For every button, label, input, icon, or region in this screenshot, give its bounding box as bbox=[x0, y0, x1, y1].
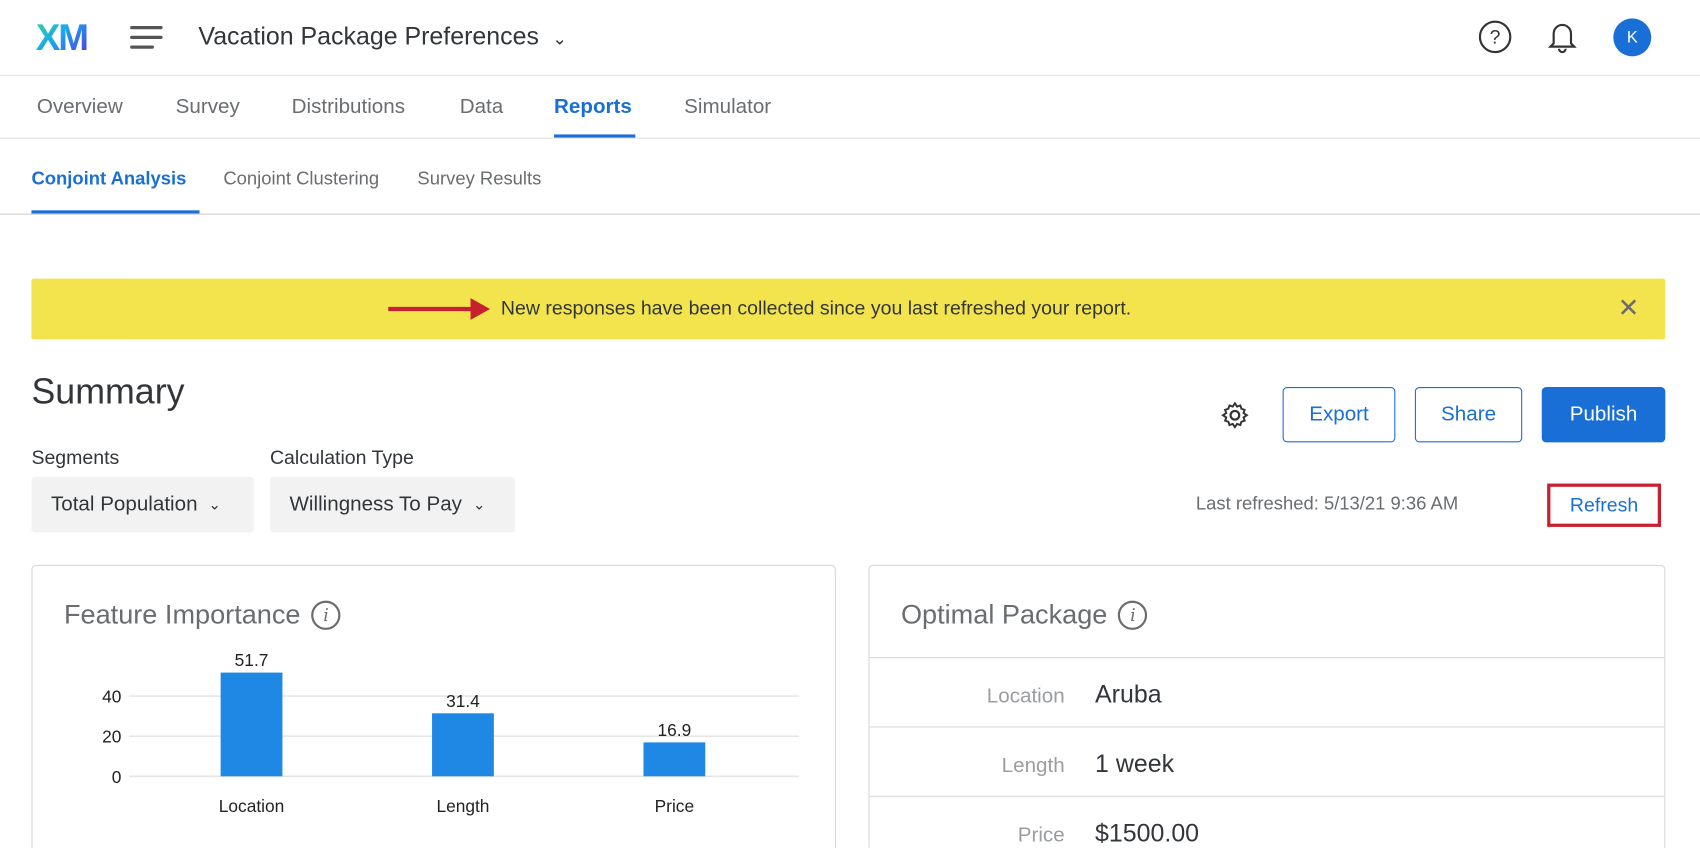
tab-survey[interactable]: Survey bbox=[175, 95, 240, 119]
xm-logo[interactable]: XM bbox=[35, 17, 89, 59]
tab-overview[interactable]: Overview bbox=[36, 95, 123, 119]
x-tick-label: Location bbox=[219, 796, 285, 816]
project-title: Vacation Package Preferences bbox=[198, 21, 539, 50]
tab-distributions[interactable]: Distributions bbox=[291, 95, 405, 119]
y-tick-label: 40 bbox=[102, 687, 121, 707]
divider bbox=[0, 74, 1700, 76]
optimal-package-title: Optimal Package bbox=[900, 599, 1108, 630]
tab-simulator[interactable]: Simulator bbox=[684, 95, 772, 119]
tab-data[interactable]: Data bbox=[459, 95, 504, 119]
avatar[interactable]: K bbox=[1613, 18, 1652, 57]
row-label: Location bbox=[986, 685, 1065, 708]
last-refreshed-text: Last refreshed: 5/13/21 9:36 AM bbox=[1195, 493, 1459, 514]
menu-icon[interactable] bbox=[130, 26, 163, 50]
gear-icon[interactable] bbox=[1221, 401, 1249, 429]
close-icon[interactable]: ✕ bbox=[1617, 293, 1640, 324]
help-icon[interactable]: ? bbox=[1478, 20, 1512, 54]
calculation-type-dropdown[interactable]: Willingness To Pay ⌄ bbox=[269, 477, 515, 533]
chevron-down-icon: ⌄ bbox=[552, 30, 567, 49]
calculation-type-label: Calculation Type bbox=[269, 446, 414, 469]
bar-length bbox=[432, 713, 494, 777]
y-tick-label: 20 bbox=[102, 727, 121, 747]
export-button[interactable]: Export bbox=[1282, 387, 1396, 443]
feature-importance-title: Feature Importance bbox=[63, 599, 301, 630]
share-button[interactable]: Share bbox=[1414, 387, 1523, 443]
x-tick-label: Price bbox=[655, 796, 694, 816]
row-value: Aruba bbox=[1095, 679, 1162, 708]
calculation-type-value: Willingness To Pay bbox=[289, 492, 462, 516]
subtab-conjoint-analysis[interactable]: Conjoint Analysis bbox=[31, 168, 187, 189]
segments-label: Segments bbox=[31, 446, 120, 469]
bar-price bbox=[643, 742, 706, 777]
feature-importance-card: Feature Importance i 0 20 40 51.7 Location 31.… bbox=[31, 564, 836, 848]
package-row-location: Location Aruba bbox=[870, 680, 1162, 709]
package-row-price: Price $1500.00 bbox=[870, 818, 1200, 848]
data-label: 51.7 bbox=[235, 650, 269, 670]
data-label: 16.9 bbox=[658, 720, 692, 740]
row-label: Price bbox=[1017, 823, 1065, 847]
new-responses-banner: New responses have been collected since … bbox=[31, 278, 1666, 340]
row-value: 1 week bbox=[1095, 749, 1175, 778]
summary-title: Summary bbox=[31, 370, 185, 411]
divider bbox=[0, 137, 1700, 139]
project-selector[interactable]: Vacation Package Preferences ⌄ bbox=[198, 22, 567, 51]
active-tab-indicator bbox=[554, 134, 636, 138]
y-tick-label: 0 bbox=[112, 767, 122, 787]
divider bbox=[0, 213, 1700, 215]
chevron-down-icon: ⌄ bbox=[472, 495, 486, 513]
bar-location bbox=[220, 672, 283, 777]
subtab-survey-results[interactable]: Survey Results bbox=[417, 168, 542, 189]
row-label: Length bbox=[1001, 754, 1065, 778]
segments-dropdown[interactable]: Total Population ⌄ bbox=[31, 477, 254, 533]
bell-icon[interactable] bbox=[1548, 20, 1577, 55]
info-icon[interactable]: i bbox=[1118, 600, 1148, 630]
data-label: 31.4 bbox=[446, 691, 480, 711]
publish-button[interactable]: Publish bbox=[1541, 387, 1666, 443]
segments-value: Total Population bbox=[50, 492, 198, 516]
chevron-down-icon: ⌄ bbox=[208, 495, 222, 513]
package-row-length: Length 1 week bbox=[870, 749, 1175, 778]
subtab-conjoint-clustering[interactable]: Conjoint Clustering bbox=[223, 168, 380, 189]
banner-message: New responses have been collected since … bbox=[500, 297, 1132, 319]
feature-importance-chart: 0 20 40 51.7 Location 31.4 Length 16.9 Price bbox=[102, 650, 800, 816]
active-subtab-indicator bbox=[31, 210, 200, 214]
info-icon[interactable]: i bbox=[311, 600, 341, 630]
refresh-link[interactable]: Refresh bbox=[1547, 483, 1661, 527]
optimal-package-card: Optimal Package i Location Aruba Length 1 w… bbox=[868, 564, 1666, 848]
tab-reports[interactable]: Reports bbox=[554, 95, 632, 119]
x-tick-label: Length bbox=[436, 796, 489, 816]
red-arrow-annotation bbox=[388, 298, 491, 320]
row-value: $1500.00 bbox=[1095, 818, 1200, 847]
